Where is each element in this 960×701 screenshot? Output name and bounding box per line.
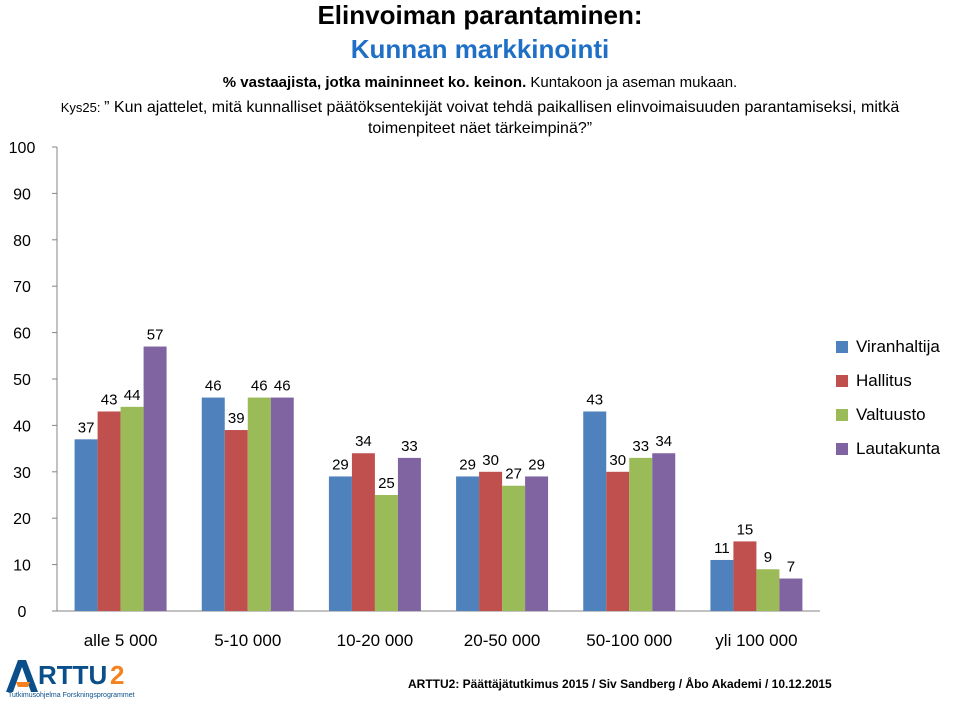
data-label: 46 bbox=[251, 378, 268, 395]
y-tick-label: 20 bbox=[13, 511, 31, 528]
data-label: 29 bbox=[528, 456, 545, 473]
legend-item: Valtuusto bbox=[836, 398, 940, 432]
legend-label: Valtuusto bbox=[856, 405, 926, 424]
bar bbox=[629, 457, 653, 611]
bar bbox=[779, 578, 803, 611]
bar bbox=[583, 411, 607, 611]
subtitle-bold: % vastaajista, jotka maininneet ko. kein… bbox=[222, 74, 527, 91]
bar bbox=[606, 471, 630, 611]
legend-item: Hallitus bbox=[836, 364, 940, 398]
data-label: 25 bbox=[378, 475, 395, 492]
bar bbox=[201, 397, 225, 611]
chart-subtitle: % vastaajista, jotka maininneet ko. kein… bbox=[0, 74, 960, 92]
svg-text:2: 2 bbox=[110, 660, 124, 690]
footer-credit: ARTTU2: Päättäjätutkimus 2015 / Siv Sand… bbox=[408, 677, 832, 691]
x-tick-label: 50-100 000 bbox=[586, 631, 672, 650]
legend-label: Lautakunta bbox=[856, 439, 941, 458]
data-label: 15 bbox=[737, 521, 754, 538]
bar bbox=[652, 453, 676, 611]
y-tick-label: 30 bbox=[13, 465, 31, 482]
y-tick-label: 70 bbox=[13, 279, 31, 296]
data-label: 57 bbox=[147, 327, 164, 344]
bar bbox=[397, 457, 421, 611]
svg-text:RTTU: RTTU bbox=[38, 660, 107, 690]
y-tick-label: 90 bbox=[13, 186, 31, 203]
y-tick-label: 40 bbox=[13, 418, 31, 435]
legend-swatch bbox=[836, 409, 848, 421]
question-prefix: Kys25: bbox=[60, 100, 105, 115]
svg-text:Tutkimusohjelma Forskningsprog: Tutkimusohjelma Forskningsprogrammet bbox=[8, 692, 135, 699]
bar bbox=[525, 476, 549, 611]
y-tick-label: 80 bbox=[13, 233, 31, 250]
bar bbox=[328, 476, 352, 611]
data-label: 37 bbox=[78, 419, 95, 436]
arttu2-logo: RTTU 2 Tutkimusohjelma Forskningsprogram… bbox=[6, 660, 135, 699]
data-label: 30 bbox=[609, 452, 626, 469]
y-tick-label: 0 bbox=[18, 604, 27, 621]
bar bbox=[351, 453, 375, 611]
y-tick-label: 10 bbox=[13, 558, 31, 575]
x-tick-label: 10-20 000 bbox=[337, 631, 414, 650]
data-label: 11 bbox=[714, 540, 730, 557]
bar bbox=[479, 471, 503, 611]
x-tick-label: alle 5 000 bbox=[84, 631, 158, 650]
x-tick-label: 5-10 000 bbox=[214, 631, 281, 650]
legend-swatch bbox=[836, 443, 848, 455]
data-label: 34 bbox=[355, 433, 372, 450]
data-label: 43 bbox=[101, 391, 118, 408]
data-label: 30 bbox=[482, 452, 499, 469]
bar bbox=[502, 485, 526, 611]
legend: Viranhaltija Hallitus Valtuusto Lautakunta bbox=[836, 330, 940, 466]
legend-item: Viranhaltija bbox=[836, 330, 940, 364]
legend-label: Hallitus bbox=[856, 371, 912, 390]
bar bbox=[247, 397, 271, 611]
data-label: 7 bbox=[787, 559, 795, 576]
bar bbox=[120, 406, 144, 611]
bar bbox=[270, 397, 294, 611]
y-tick-label: 50 bbox=[13, 372, 31, 389]
bar bbox=[97, 411, 121, 611]
x-tick-label: 20-50 000 bbox=[464, 631, 541, 650]
bar bbox=[756, 569, 780, 611]
bar bbox=[710, 559, 734, 611]
bar bbox=[143, 346, 167, 611]
legend-swatch bbox=[836, 375, 848, 387]
data-label: 9 bbox=[764, 549, 772, 566]
y-tick-label: 100 bbox=[9, 140, 36, 157]
subtitle-rest: Kuntakoon ja aseman mukaan. bbox=[526, 74, 738, 91]
legend-label: Viranhaltija bbox=[856, 337, 940, 356]
data-label: 44 bbox=[124, 387, 141, 404]
bar bbox=[374, 495, 398, 611]
data-label: 46 bbox=[274, 378, 291, 395]
legend-item: Lautakunta bbox=[836, 432, 940, 466]
chart-title: Elinvoiman parantaminen: bbox=[317, 0, 643, 30]
data-label: 29 bbox=[459, 456, 476, 473]
data-label: 29 bbox=[332, 456, 349, 473]
data-label: 33 bbox=[401, 438, 418, 455]
data-label: 27 bbox=[505, 466, 522, 483]
legend-swatch bbox=[836, 341, 848, 353]
y-tick-label: 60 bbox=[13, 326, 31, 343]
bar bbox=[733, 541, 757, 611]
chart-subtitle-topic: Kunnan markkinointi bbox=[350, 34, 610, 64]
question-text: ” Kun ajattelet, mitä kunnalliset päätök… bbox=[104, 99, 900, 137]
bar bbox=[224, 430, 248, 611]
bar bbox=[456, 476, 480, 611]
data-label: 34 bbox=[655, 433, 672, 450]
bar bbox=[74, 439, 98, 611]
data-label: 39 bbox=[228, 410, 245, 427]
x-tick-label: yli 100 000 bbox=[715, 631, 797, 650]
data-label: 46 bbox=[205, 378, 222, 395]
survey-question: Kys25: ” Kun ajattelet, mitä kunnalliset… bbox=[40, 97, 920, 139]
data-label: 43 bbox=[586, 391, 603, 408]
data-label: 33 bbox=[632, 438, 649, 455]
